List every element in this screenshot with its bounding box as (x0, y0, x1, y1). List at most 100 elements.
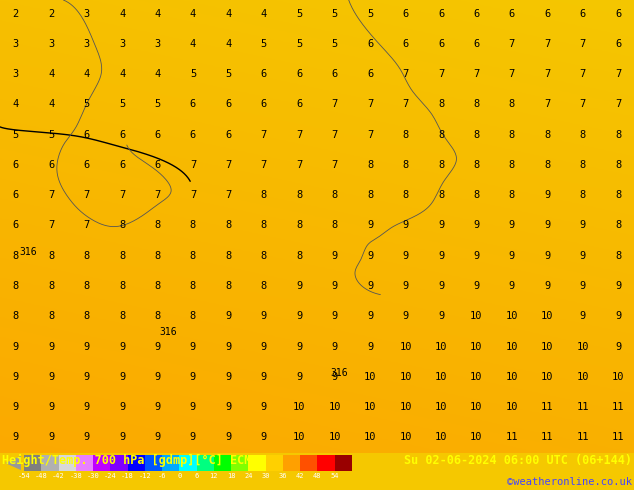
Text: 9: 9 (119, 372, 126, 382)
Text: 6: 6 (13, 190, 19, 200)
Text: 10: 10 (364, 432, 377, 442)
Text: 9: 9 (544, 281, 550, 291)
Text: 6: 6 (438, 39, 444, 49)
Text: 7: 7 (332, 130, 338, 140)
Bar (214, 455, 231, 471)
Bar (231, 455, 249, 471)
Text: 6: 6 (367, 39, 373, 49)
Text: 10: 10 (435, 432, 447, 442)
Bar (145, 455, 162, 471)
Text: 9: 9 (579, 251, 586, 261)
Text: 10: 10 (293, 432, 306, 442)
Text: 4: 4 (48, 69, 55, 79)
Text: 3: 3 (119, 39, 126, 49)
Text: 4: 4 (155, 9, 160, 19)
Text: 6: 6 (615, 9, 621, 19)
Text: 9: 9 (332, 372, 338, 382)
Text: -18: -18 (121, 473, 134, 479)
Text: 9: 9 (579, 311, 586, 321)
Text: 6: 6 (579, 9, 586, 19)
Text: 7: 7 (155, 190, 160, 200)
Text: 6: 6 (155, 160, 160, 170)
Text: 8: 8 (155, 251, 160, 261)
Text: Su 02-06-2024 06:00 UTC (06+144): Su 02-06-2024 06:00 UTC (06+144) (404, 454, 632, 467)
Bar (110, 455, 127, 471)
Text: 10: 10 (505, 372, 518, 382)
Text: 8: 8 (261, 251, 267, 261)
Text: 9: 9 (367, 220, 373, 230)
Text: 9: 9 (332, 251, 338, 261)
Text: 10: 10 (399, 372, 412, 382)
Text: 5: 5 (261, 39, 267, 49)
Text: 10: 10 (541, 342, 553, 351)
Text: 9: 9 (474, 220, 479, 230)
Text: 8: 8 (261, 190, 267, 200)
Text: 6: 6 (119, 160, 126, 170)
Text: 54: 54 (330, 473, 339, 479)
Text: 8: 8 (579, 160, 586, 170)
Text: 11: 11 (612, 402, 624, 412)
Text: 7: 7 (579, 69, 586, 79)
Text: 36: 36 (278, 473, 287, 479)
Text: 8: 8 (296, 190, 302, 200)
Text: 10: 10 (505, 402, 518, 412)
Text: 3: 3 (84, 9, 90, 19)
Text: 9: 9 (84, 342, 90, 351)
Text: 6: 6 (119, 130, 126, 140)
Text: 9: 9 (190, 342, 196, 351)
Text: 8: 8 (225, 220, 231, 230)
Text: -54: -54 (18, 473, 30, 479)
Text: 8: 8 (438, 99, 444, 109)
Text: 10: 10 (364, 372, 377, 382)
Text: 9: 9 (367, 311, 373, 321)
Text: 4: 4 (190, 39, 196, 49)
Text: 9: 9 (332, 311, 338, 321)
Bar (58, 455, 76, 471)
Text: -42: -42 (52, 473, 65, 479)
Bar (179, 455, 197, 471)
Text: 10: 10 (399, 402, 412, 412)
Text: 6: 6 (84, 160, 90, 170)
Text: 9: 9 (579, 220, 586, 230)
Text: 9: 9 (261, 342, 267, 351)
Text: 8: 8 (403, 160, 409, 170)
Text: 9: 9 (13, 372, 19, 382)
Text: 3: 3 (13, 39, 19, 49)
Text: 12: 12 (210, 473, 218, 479)
Text: 9: 9 (225, 342, 231, 351)
Text: 8: 8 (615, 160, 621, 170)
Text: 7: 7 (615, 69, 621, 79)
Bar (318, 455, 335, 471)
Text: 9: 9 (296, 311, 302, 321)
Text: 5: 5 (84, 99, 90, 109)
Text: 6: 6 (367, 69, 373, 79)
Text: 9: 9 (544, 220, 550, 230)
Text: 8: 8 (296, 251, 302, 261)
Text: 24: 24 (244, 473, 252, 479)
Text: 4: 4 (119, 69, 126, 79)
Text: 4: 4 (261, 9, 267, 19)
Text: 8: 8 (119, 311, 126, 321)
Text: 6: 6 (13, 160, 19, 170)
Text: 6: 6 (195, 473, 198, 479)
Text: 9: 9 (296, 342, 302, 351)
Text: 4: 4 (48, 99, 55, 109)
Text: 8: 8 (508, 130, 515, 140)
Text: 8: 8 (615, 130, 621, 140)
Text: 8: 8 (13, 311, 19, 321)
Text: 5: 5 (332, 9, 338, 19)
Text: -24: -24 (104, 473, 117, 479)
Text: 316: 316 (159, 327, 177, 337)
Text: 9: 9 (13, 402, 19, 412)
Text: 8: 8 (544, 160, 550, 170)
Text: 9: 9 (155, 402, 160, 412)
Text: 8: 8 (367, 160, 373, 170)
Text: 42: 42 (296, 473, 304, 479)
Text: 7: 7 (84, 220, 90, 230)
Text: 9: 9 (84, 432, 90, 442)
Text: 9: 9 (615, 311, 621, 321)
Text: 9: 9 (438, 311, 444, 321)
Bar (41, 455, 58, 471)
Text: 8: 8 (119, 220, 126, 230)
Text: 7: 7 (403, 99, 409, 109)
